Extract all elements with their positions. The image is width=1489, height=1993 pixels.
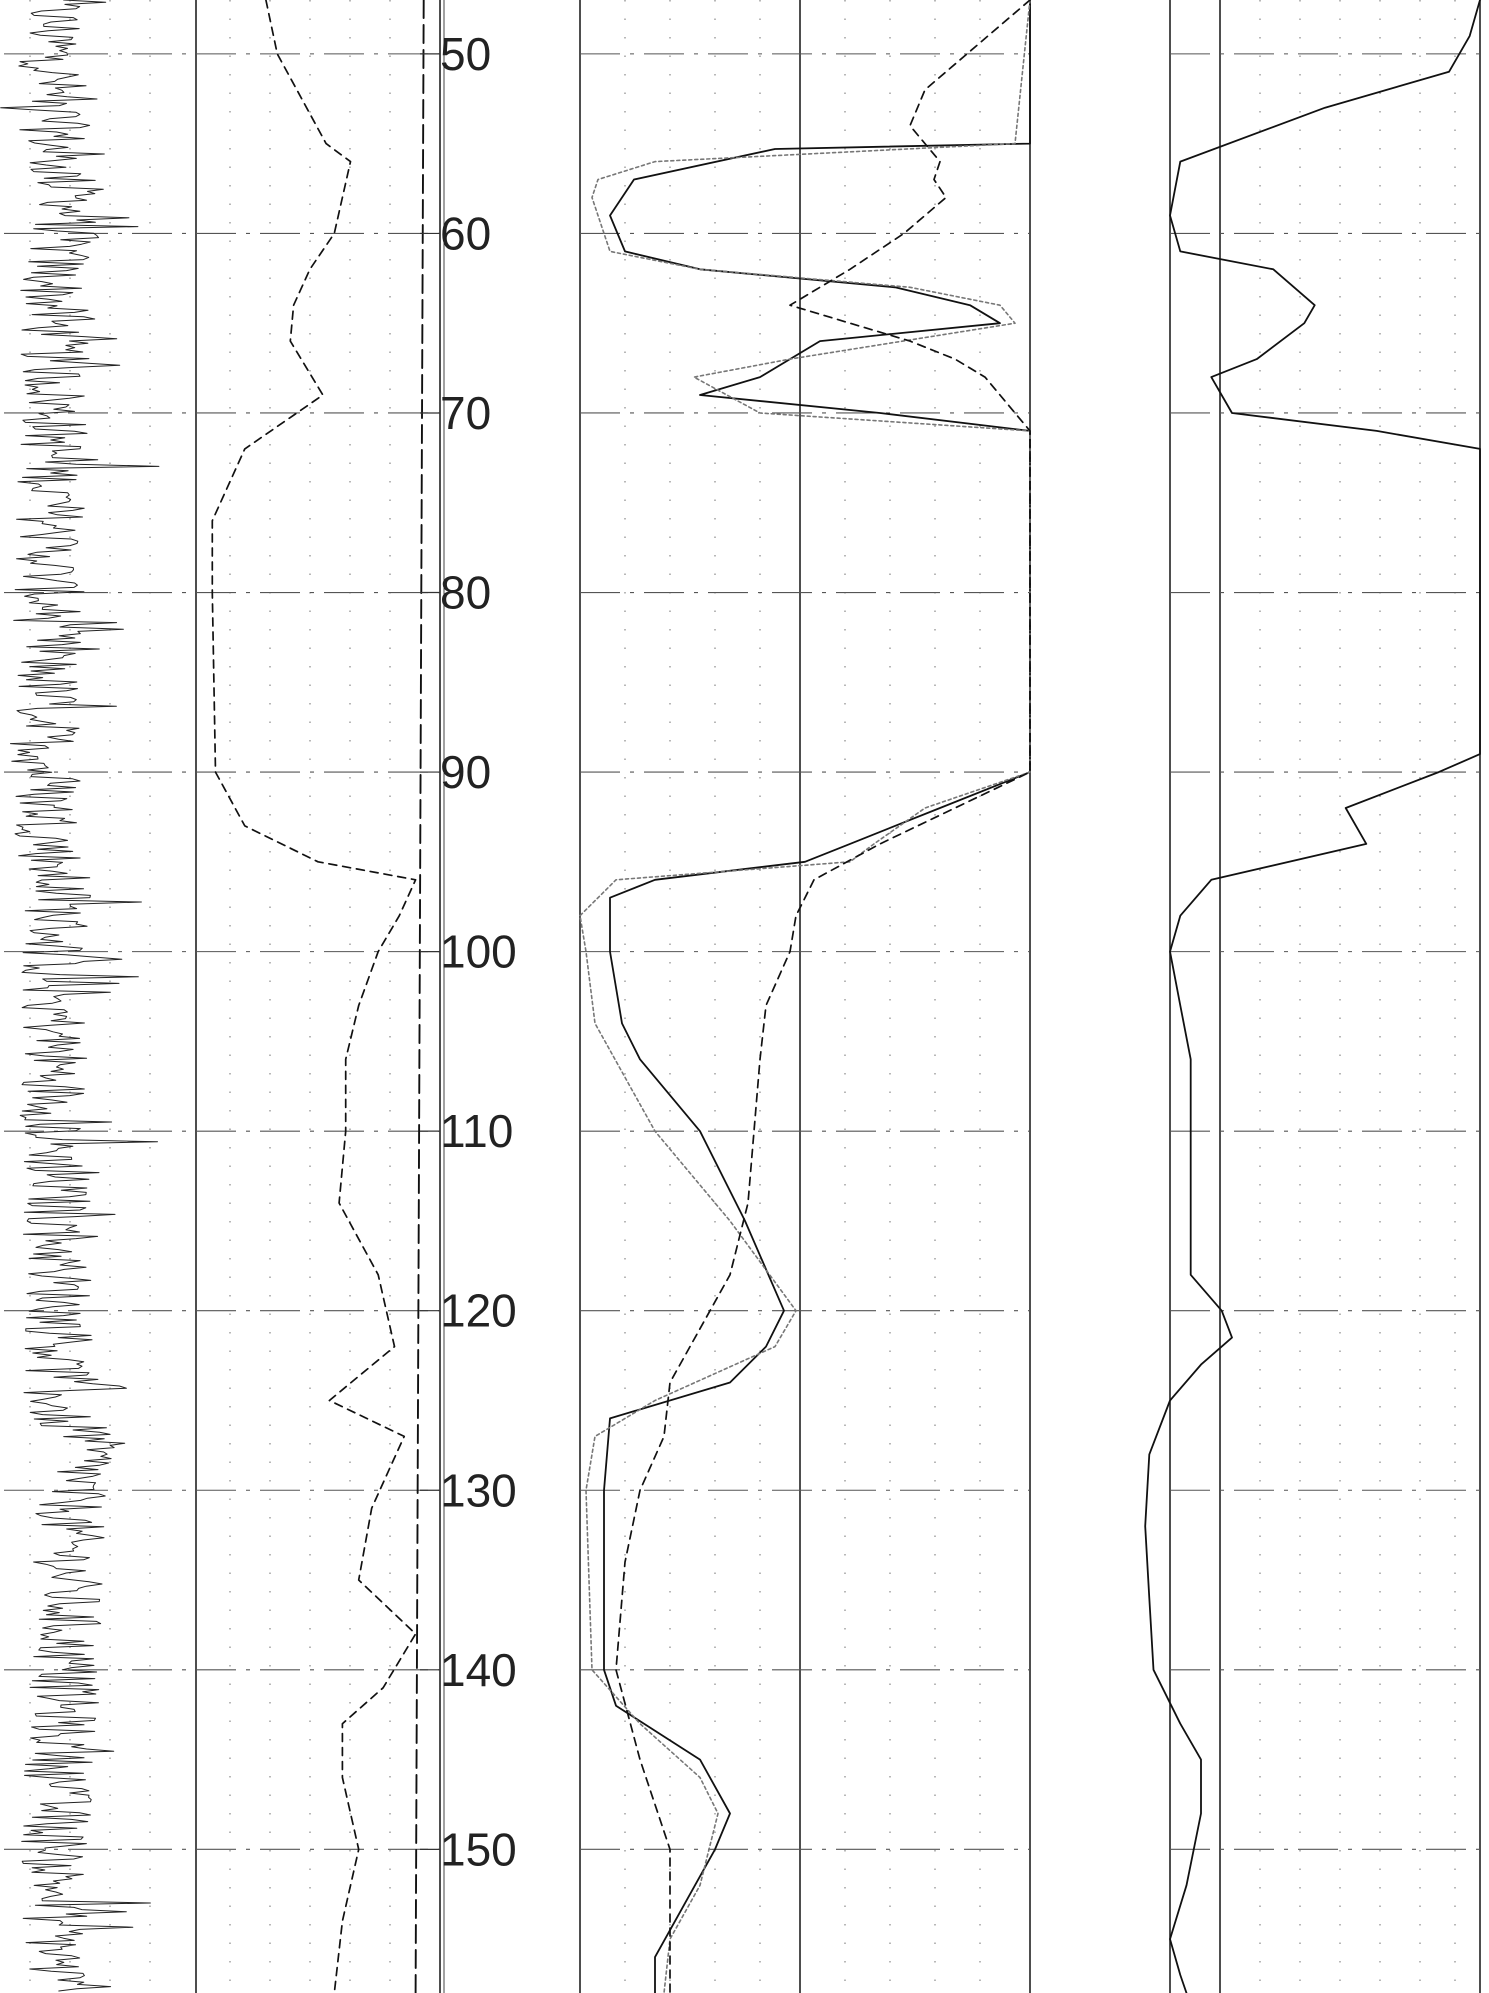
depth-tick-label: 90: [440, 746, 491, 798]
depth-tick-label: 130: [440, 1464, 517, 1516]
track-3-curve-2-dotted: [579, 0, 1031, 1993]
depth-axis-labels: 50 60 70 80 90 100 110 120 130 140 150: [420, 28, 517, 1875]
track-4-curve-1-solid: [1144, 0, 1481, 1993]
grid: [4, 0, 1481, 1993]
depth-tick-label: 80: [440, 567, 491, 619]
depth-tick-label: 150: [440, 1823, 517, 1875]
depth-tick-label: 100: [440, 926, 517, 978]
track-1-curve-1-noisy-solid: [0, 0, 160, 1992]
track-3-curve-3-dashed: [615, 0, 1031, 1993]
track-2-curve-1-dashed: [211, 0, 417, 1993]
depth-tick-label: 120: [440, 1285, 517, 1337]
track-3-curve-1-solid: [603, 0, 1031, 1993]
depth-tick-label: 140: [440, 1644, 517, 1696]
depth-tick-label: 60: [440, 207, 491, 259]
depth-tick-label: 110: [440, 1105, 513, 1157]
depth-tick-label: 50: [440, 28, 491, 80]
track-2-curve-2-long-dashed: [414, 0, 425, 1993]
depth-tick-label: 70: [440, 387, 491, 439]
